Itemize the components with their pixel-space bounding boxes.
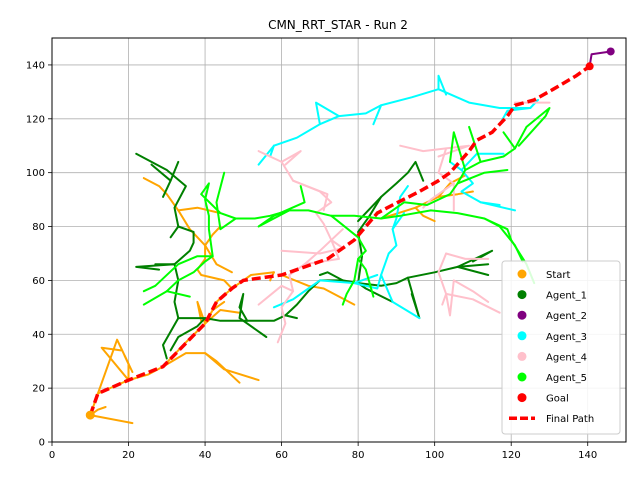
y-tick-label: 20 [32, 384, 45, 395]
agent-4-branch [445, 279, 490, 317]
agent-4-branch [280, 150, 302, 166]
agent-4-branch [292, 179, 329, 212]
agent-5-branch [483, 217, 524, 263]
agent-4-branch [445, 252, 490, 260]
agent-1-branch [169, 317, 207, 352]
agent-5-branch [456, 169, 509, 185]
legend-label-goal: Goal [546, 394, 569, 405]
start-branch [177, 206, 222, 215]
x-tick-label: 20 [122, 450, 135, 461]
y-tick-label: 80 [32, 222, 45, 233]
agent-1-branch [238, 292, 268, 338]
legend-box [501, 260, 621, 435]
agent-3-branch [315, 101, 340, 126]
legend-label-agent-2: Agent_2 [546, 311, 587, 322]
legend-swatch-agent-1 [517, 290, 527, 300]
y-tick-label: 60 [32, 276, 45, 287]
y-tick-label: 100 [26, 168, 45, 179]
legend-label-final-path: Final Path [546, 414, 594, 425]
agent-1-branch [357, 214, 371, 285]
x-tick-label: 80 [352, 450, 365, 461]
agent-3-branch [372, 104, 383, 126]
agent-5-branch [357, 257, 375, 298]
axes [51, 37, 627, 443]
agent-3-branch [380, 274, 421, 320]
start-branch [204, 244, 233, 274]
legend-swatch-agent-3 [517, 331, 527, 341]
start-branch [127, 352, 241, 384]
legend-label-agent-5: Agent_5 [546, 373, 587, 384]
agent-1-branch [173, 263, 180, 320]
chart-title: CMN_RRT_STAR - Run 2 [268, 18, 408, 32]
agent-5-branch [142, 255, 214, 306]
y-tick-label: 40 [32, 330, 45, 341]
agent-3-branch [269, 144, 275, 158]
agent-4-branch [276, 239, 340, 344]
agent-1-branch [135, 263, 176, 271]
agent-2-branch [588, 50, 612, 68]
start-branch [196, 268, 233, 290]
series-layer [85, 47, 615, 425]
final-path-line [88, 64, 591, 416]
start-branch [96, 338, 134, 395]
agent-4-branch [257, 284, 295, 306]
legend-label-agent-3: Agent_3 [546, 332, 587, 343]
x-tick-label: 140 [578, 450, 597, 461]
legend: Start Agent_1 Agent_2 Agent_3 Agent_4 Agent_5… [501, 260, 621, 435]
agent-5-branch [502, 131, 516, 150]
y-tick-label: 120 [26, 114, 45, 125]
x-tick-label: 40 [199, 450, 212, 461]
agent-3-branch [353, 274, 379, 285]
agent-4-branch [303, 228, 344, 266]
agent-1-branch [318, 271, 344, 282]
legend-swatch-start [517, 269, 527, 279]
legend-label-agent-1: Agent_1 [546, 291, 587, 302]
start-branch [204, 352, 260, 382]
x-tick-label: 60 [275, 450, 288, 461]
agent-4-branch [437, 252, 448, 306]
goal-marker [585, 62, 594, 71]
agent-5-branch [215, 171, 237, 231]
axes-frame [51, 37, 627, 443]
legend-swatch-agent-4 [517, 351, 527, 361]
x-tick-label: 0 [49, 450, 55, 461]
legend-label-start: Start [546, 270, 571, 281]
legend-label-agent-4: Agent_4 [546, 352, 587, 363]
agent-1-branch [162, 179, 172, 198]
agent-3-branch [479, 201, 516, 212]
start-branch [280, 274, 356, 306]
ticks: 0 20 40 60 80 100 120 140 0 20 40 60 80 100 120 140 [26, 60, 597, 461]
start-branch [196, 300, 207, 325]
agent-1-branch [135, 152, 187, 239]
agent-2-marker [606, 47, 615, 56]
agent-5-branch [165, 290, 191, 298]
agent-1-branch [456, 265, 490, 276]
x-tick-label: 120 [502, 450, 521, 461]
agent-4-branch [445, 292, 501, 314]
y-tick-label: 140 [26, 60, 45, 71]
y-tick-label: 0 [39, 438, 45, 449]
agent-5-branch [257, 185, 306, 228]
legend-swatch-agent-2 [517, 310, 527, 320]
x-tick-label: 100 [425, 450, 444, 461]
agent-3-branch [460, 152, 505, 171]
legend-swatch-goal [517, 393, 527, 403]
start-marker [85, 410, 95, 420]
legend-swatch-agent-5 [517, 372, 527, 382]
start-branch [414, 206, 436, 223]
agent-1-branch [162, 317, 180, 360]
start-branch [89, 414, 134, 425]
agent-3-branch [437, 74, 448, 96]
